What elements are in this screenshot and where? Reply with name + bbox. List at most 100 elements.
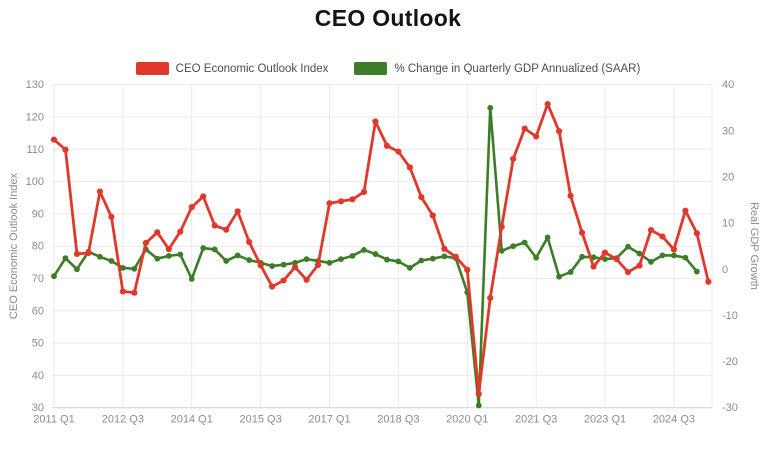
legend-item-gdp-change[interactable]: % Change in Quarterly GDP Annualized (SA…	[354, 62, 640, 75]
data-point-ceo-outlook-index[interactable]	[73, 250, 81, 258]
data-point-ceo-outlook-index[interactable]	[429, 212, 436, 219]
data-point-ceo-outlook-index[interactable]	[682, 207, 689, 214]
data-point-gdp-change[interactable]	[395, 258, 402, 265]
data-point-gdp-change[interactable]	[441, 253, 448, 260]
data-point-gdp-change[interactable]	[567, 269, 574, 275]
data-point-gdp-change[interactable]	[556, 273, 563, 280]
data-point-ceo-outlook-index[interactable]	[131, 289, 138, 296]
data-point-gdp-change[interactable]	[131, 265, 138, 272]
data-point-ceo-outlook-index[interactable]	[62, 146, 69, 153]
data-point-ceo-outlook-index[interactable]	[223, 226, 230, 233]
data-point-ceo-outlook-index[interactable]	[590, 263, 597, 270]
data-point-ceo-outlook-index[interactable]	[498, 223, 505, 230]
data-point-gdp-change[interactable]	[361, 246, 367, 253]
data-point-gdp-change[interactable]	[280, 261, 287, 268]
data-point-ceo-outlook-index[interactable]	[280, 277, 287, 284]
data-point-ceo-outlook-index[interactable]	[452, 253, 459, 260]
data-point-ceo-outlook-index[interactable]	[693, 230, 700, 237]
data-point-ceo-outlook-index[interactable]	[360, 188, 368, 196]
data-point-gdp-change[interactable]	[487, 104, 494, 111]
data-point-ceo-outlook-index[interactable]	[108, 213, 115, 220]
data-point-ceo-outlook-index[interactable]	[383, 142, 391, 149]
data-point-gdp-change[interactable]	[165, 252, 172, 259]
data-point-gdp-change[interactable]	[579, 253, 585, 260]
data-point-gdp-change[interactable]	[292, 259, 298, 266]
data-point-ceo-outlook-index[interactable]	[521, 125, 528, 132]
data-point-gdp-change[interactable]	[510, 243, 517, 250]
data-point-gdp-change[interactable]	[97, 253, 103, 260]
data-point-gdp-change[interactable]	[659, 252, 666, 259]
data-point-gdp-change[interactable]	[269, 263, 276, 269]
data-point-gdp-change[interactable]	[372, 251, 379, 257]
data-point-gdp-change[interactable]	[406, 264, 413, 271]
data-point-ceo-outlook-index[interactable]	[659, 233, 666, 240]
data-point-ceo-outlook-index[interactable]	[337, 198, 345, 205]
data-point-gdp-change[interactable]	[475, 402, 482, 409]
data-point-gdp-change[interactable]	[349, 252, 356, 259]
data-point-gdp-change[interactable]	[636, 250, 643, 257]
data-point-ceo-outlook-index[interactable]	[578, 229, 586, 236]
data-point-ceo-outlook-index[interactable]	[395, 148, 402, 155]
data-point-ceo-outlook-index[interactable]	[119, 288, 126, 295]
data-point-ceo-outlook-index[interactable]	[234, 208, 241, 215]
data-point-gdp-change[interactable]	[303, 256, 310, 263]
data-point-ceo-outlook-index[interactable]	[85, 249, 92, 257]
data-point-ceo-outlook-index[interactable]	[613, 256, 620, 263]
data-point-ceo-outlook-index[interactable]	[601, 249, 609, 256]
data-point-ceo-outlook-index[interactable]	[567, 192, 574, 199]
data-point-gdp-change[interactable]	[154, 255, 161, 262]
data-point-ceo-outlook-index[interactable]	[624, 268, 632, 276]
data-point-gdp-change[interactable]	[498, 247, 505, 254]
data-point-gdp-change[interactable]	[418, 257, 425, 264]
data-point-ceo-outlook-index[interactable]	[647, 226, 655, 234]
data-point-gdp-change[interactable]	[119, 264, 126, 271]
data-point-ceo-outlook-index[interactable]	[303, 276, 310, 283]
data-point-ceo-outlook-index[interactable]	[670, 246, 678, 253]
data-point-ceo-outlook-index[interactable]	[50, 136, 58, 143]
data-point-gdp-change[interactable]	[429, 255, 436, 262]
data-point-gdp-change[interactable]	[338, 256, 344, 263]
data-point-gdp-change[interactable]	[223, 258, 230, 264]
data-point-ceo-outlook-index[interactable]	[556, 128, 563, 135]
data-point-ceo-outlook-index[interactable]	[464, 266, 471, 273]
data-point-ceo-outlook-index[interactable]	[96, 188, 104, 195]
data-point-gdp-change[interactable]	[533, 254, 540, 261]
data-point-ceo-outlook-index[interactable]	[475, 390, 482, 397]
data-point-ceo-outlook-index[interactable]	[406, 164, 413, 171]
data-point-ceo-outlook-index[interactable]	[188, 204, 195, 211]
data-point-ceo-outlook-index[interactable]	[154, 229, 161, 236]
data-point-ceo-outlook-index[interactable]	[291, 264, 299, 271]
data-point-ceo-outlook-index[interactable]	[510, 155, 517, 163]
data-point-gdp-change[interactable]	[211, 246, 218, 253]
data-point-gdp-change[interactable]	[648, 258, 654, 265]
data-point-gdp-change[interactable]	[384, 256, 390, 263]
data-point-ceo-outlook-index[interactable]	[349, 196, 356, 203]
legend-item-ceo-outlook-index[interactable]: CEO Economic Outlook Index	[135, 62, 328, 75]
data-point-ceo-outlook-index[interactable]	[544, 100, 551, 108]
data-point-gdp-change[interactable]	[74, 266, 80, 273]
data-point-gdp-change[interactable]	[682, 254, 689, 261]
data-point-gdp-change[interactable]	[51, 273, 57, 280]
data-point-gdp-change[interactable]	[200, 245, 207, 251]
data-point-gdp-change[interactable]	[671, 252, 677, 259]
data-point-gdp-change[interactable]	[177, 251, 184, 258]
data-point-ceo-outlook-index[interactable]	[326, 200, 333, 207]
data-point-gdp-change[interactable]	[188, 276, 195, 282]
data-point-gdp-change[interactable]	[62, 255, 69, 262]
data-point-gdp-change[interactable]	[521, 239, 528, 246]
data-point-ceo-outlook-index[interactable]	[165, 246, 172, 253]
data-point-ceo-outlook-index[interactable]	[246, 238, 253, 246]
data-point-ceo-outlook-index[interactable]	[487, 294, 494, 301]
data-point-ceo-outlook-index[interactable]	[314, 261, 322, 269]
data-point-ceo-outlook-index[interactable]	[636, 262, 643, 269]
data-point-ceo-outlook-index[interactable]	[441, 245, 448, 252]
data-point-ceo-outlook-index[interactable]	[269, 283, 276, 290]
data-point-ceo-outlook-index[interactable]	[533, 133, 540, 140]
data-point-gdp-change[interactable]	[108, 258, 115, 264]
data-point-gdp-change[interactable]	[234, 252, 241, 259]
data-point-ceo-outlook-index[interactable]	[211, 222, 218, 229]
data-point-ceo-outlook-index[interactable]	[705, 278, 712, 285]
data-point-ceo-outlook-index[interactable]	[257, 262, 264, 269]
data-point-gdp-change[interactable]	[693, 268, 700, 275]
data-point-ceo-outlook-index[interactable]	[372, 118, 379, 125]
